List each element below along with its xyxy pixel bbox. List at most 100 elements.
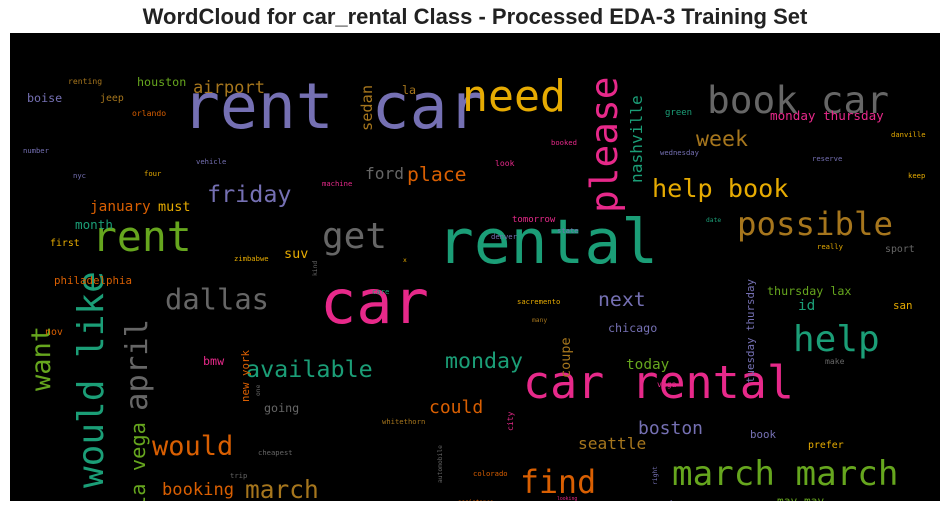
word-tuesday-thursday: tuesday thursday [744, 278, 757, 383]
word-cheapest: cheapest [258, 448, 293, 457]
word-want: want [26, 326, 57, 391]
word-houston: houston [137, 75, 186, 89]
word-many: many [532, 317, 547, 324]
word-january: january [90, 199, 151, 215]
word-boise: boise [27, 91, 62, 105]
word-x: x [403, 257, 407, 264]
word-march-march: march march [672, 454, 898, 494]
word-nashville: nashville [627, 95, 646, 183]
word-book-car: book car [707, 78, 889, 122]
word-keep: keep [908, 171, 925, 180]
word-tampa: tampa [668, 497, 706, 501]
word-suv: suv [284, 246, 308, 262]
word-green: green [665, 108, 692, 118]
word-boston: boston [638, 418, 703, 439]
word-vega: vega [657, 379, 677, 389]
word-automobile: automobile [437, 445, 444, 483]
word-today: today [626, 357, 670, 373]
word-book: book [750, 428, 777, 441]
word-booking: booking [162, 480, 234, 500]
cloud-background [10, 33, 940, 501]
word-seattle: seattle [578, 434, 646, 453]
word-right: right [652, 466, 659, 485]
word-state: state [557, 226, 579, 235]
word-get: get [322, 216, 387, 257]
word-would-like: would like [71, 271, 112, 488]
word-rental: rental [437, 207, 658, 278]
word-nov: nov [45, 327, 63, 338]
word-la: la [402, 83, 416, 97]
word-nyc: nyc [73, 171, 86, 180]
word-sport: sport [885, 244, 915, 255]
word-four: four [144, 169, 162, 178]
word-reserve: reserve [812, 154, 842, 163]
word-must: must [158, 199, 191, 215]
word-kind: kind [312, 261, 319, 276]
word-really: really [817, 242, 844, 251]
word-one: one [255, 384, 262, 396]
word-orlando: orlando [132, 108, 166, 118]
word-whitethorn: whitethorn [382, 417, 425, 426]
word-month: month [75, 217, 113, 232]
word-help-book: help book [652, 174, 788, 203]
word-coupe: coupe [558, 337, 574, 378]
word-available: available [246, 355, 373, 383]
word-would: would [152, 431, 233, 462]
word-id: id [798, 298, 815, 314]
word-city: city [505, 411, 515, 431]
word-may-may: may may [777, 495, 824, 501]
word-date: date [706, 217, 721, 224]
word-thursday-lax: thursday lax [767, 284, 851, 298]
word-sacremento: sacremento [517, 297, 560, 306]
word-number: number [23, 146, 50, 155]
word-tomorrow: tomorrow [512, 215, 556, 225]
word-next: next [598, 288, 646, 311]
word-jeep: jeep [100, 93, 124, 104]
word-first: first [50, 238, 80, 249]
word-rent-car: rent car [182, 70, 485, 143]
word-booked: booked [551, 138, 577, 147]
word-assistance: assistance [458, 500, 494, 501]
word-vehicle: vehicle [196, 157, 226, 166]
word-care: care [372, 287, 389, 296]
word-possible: possible [737, 205, 893, 243]
word-la-vega: la vega [126, 422, 150, 501]
word-sedan: sedan [358, 85, 376, 131]
word-monday: monday [445, 349, 523, 374]
word-ford: ford [365, 164, 404, 183]
word-philadelphia: philadelphia [54, 274, 132, 287]
word-car: car [320, 268, 429, 338]
word-going: going [264, 401, 299, 415]
word-renting: renting [68, 76, 102, 86]
word-bmw: bmw [203, 354, 225, 368]
word-please: please [582, 76, 626, 213]
word-week: week [696, 127, 748, 152]
word-danville: danville [891, 130, 926, 139]
word-dallas: dallas [165, 282, 269, 316]
word-denver: denver [491, 232, 518, 241]
word-car-rental: car rental [523, 356, 794, 409]
word-airport: airport [193, 78, 265, 98]
word-make: make [825, 356, 845, 366]
word-rent: rent [92, 213, 192, 261]
word-friday: friday [207, 180, 292, 208]
word-chicago: chicago [608, 321, 657, 335]
chart-title: WordCloud for car_rental Class - Process… [142, 4, 808, 29]
word-machine: machine [322, 179, 352, 188]
word-zimbabwe: zimbabwe [234, 254, 269, 263]
word-look: look [495, 158, 515, 168]
word-find: find [520, 465, 596, 501]
word-place: place [407, 163, 467, 186]
word-trip: trip [230, 471, 247, 480]
word-new-york: new york [239, 349, 252, 402]
word-help: help [793, 319, 880, 360]
word-wednesday: wednesday [660, 148, 700, 157]
word-colorado: colorado [473, 469, 508, 478]
word-march: march [245, 475, 319, 501]
word-monday-thursday: monday thursday [770, 108, 884, 123]
word-san: san [893, 299, 913, 312]
word-prefer: prefer [808, 440, 844, 451]
word-could: could [429, 397, 483, 418]
